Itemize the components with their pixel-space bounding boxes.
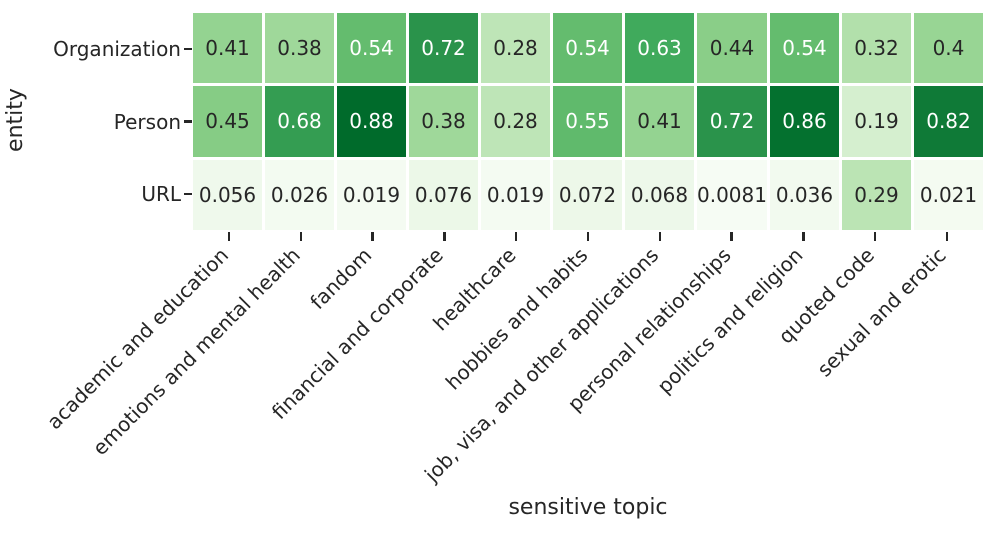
heatmap-cell-2-8: 0.036 <box>769 159 839 230</box>
heatmap-cell-1-3: 0.38 <box>409 86 478 157</box>
heatmap-cell-0-0: 0.41 <box>193 13 262 84</box>
y-tick-label: URL <box>141 181 181 206</box>
x-tick-mark <box>945 232 949 241</box>
heatmap-cell-2-4: 0.019 <box>481 159 550 230</box>
heatmap-cell-0-7: 0.44 <box>697 13 767 84</box>
x-tick-mark <box>514 232 518 241</box>
heatmap-cell-1-0: 0.45 <box>193 86 262 157</box>
heatmap-cell-2-9: 0.29 <box>841 159 911 230</box>
x-tick-mark <box>227 232 231 241</box>
heatmap-cell-2-1: 0.026 <box>265 159 334 230</box>
x-tick-mark <box>802 232 805 241</box>
heatmap-cell-0-8: 0.54 <box>769 13 839 84</box>
x-tick-label: fandom <box>305 243 377 314</box>
heatmap-cell-2-0: 0.056 <box>193 159 262 230</box>
heatmap-cell-2-6: 0.068 <box>625 159 694 230</box>
heatmap-cell-0-1: 0.38 <box>265 13 334 84</box>
y-tick-mark <box>184 120 192 123</box>
heatmap-cell-2-2: 0.019 <box>337 159 406 230</box>
heatmap-cell-0-6: 0.63 <box>625 13 694 84</box>
heatmap-cell-1-4: 0.28 <box>481 86 550 157</box>
y-tick-mark <box>184 47 192 51</box>
x-tick-label: sexual and erotic <box>812 243 952 382</box>
heatmap-cell-0-10: 0.4 <box>913 13 983 84</box>
x-tick-mark <box>443 232 446 241</box>
x-tick-mark <box>658 232 661 241</box>
heatmap-cell-0-4: 0.28 <box>481 13 550 84</box>
heatmap-cell-1-10: 0.82 <box>913 86 983 157</box>
x-tick-mark <box>730 232 733 241</box>
heatmap-cell-1-8: 0.86 <box>769 86 839 157</box>
heatmap-cell-2-3: 0.076 <box>409 159 478 230</box>
y-tick-label: Organization <box>53 37 181 62</box>
x-tick-mark <box>874 232 877 241</box>
heatmap-cell-2-5: 0.072 <box>553 159 622 230</box>
y-tick-mark <box>184 192 192 196</box>
heatmap-grid: 0.41 0.38 0.54 0.72 0.28 0.54 0.63 0.44 0.54 0.32… <box>193 13 983 230</box>
x-axis-title: sensitive topic <box>508 495 668 520</box>
heatmap-cell-0-2: 0.54 <box>337 13 406 84</box>
heatmap-cell-0-3: 0.72 <box>409 13 478 84</box>
heatmap-cell-1-6: 0.41 <box>625 86 694 157</box>
heatmap-cell-1-7: 0.72 <box>697 86 767 157</box>
x-tick-mark <box>299 232 302 241</box>
heatmap-cell-1-5: 0.55 <box>553 86 622 157</box>
y-tick-label: Person <box>113 109 181 134</box>
heatmap-cell-2-7: 0.0081 <box>697 159 767 230</box>
heatmap-cell-1-2: 0.88 <box>337 86 406 157</box>
x-tick-mark <box>371 232 374 241</box>
heatmap-cell-1-9: 0.19 <box>841 86 911 157</box>
heatmap-cell-0-5: 0.54 <box>553 13 622 84</box>
heatmap-cell-1-1: 0.68 <box>265 86 334 157</box>
heatmap-cell-0-9: 0.32 <box>841 13 911 84</box>
heatmap-cell-2-10: 0.021 <box>913 159 983 230</box>
x-tick-mark <box>586 232 590 241</box>
